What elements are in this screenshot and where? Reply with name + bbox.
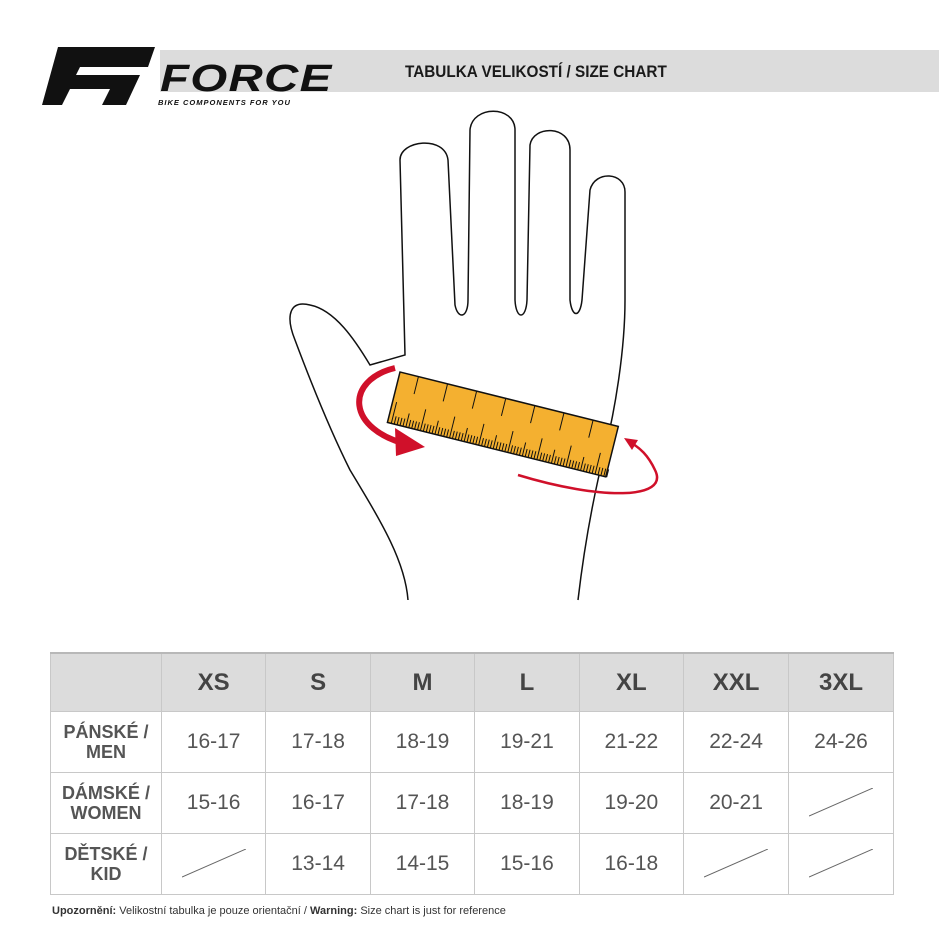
- size-value: 22-24: [683, 711, 790, 773]
- force-logo-icon: [42, 47, 155, 105]
- size-value: 21-22: [578, 711, 685, 773]
- not-available-cell: [788, 833, 894, 895]
- size-value: 15-16: [160, 772, 267, 834]
- wrap-arrow-right-icon: [517, 440, 659, 495]
- slash-icon: [809, 849, 874, 878]
- size-value: 17-18: [265, 711, 371, 773]
- warning-en: Size chart is just for reference: [357, 905, 506, 917]
- size-header-row: XS S M L XL XXL 3XL: [50, 652, 894, 712]
- size-header: S: [265, 652, 371, 712]
- not-available-cell: [788, 772, 894, 834]
- table-row: DÁMSKÉ / WOMEN 15-16 16-17 17-18 18-19 19-20 20…: [50, 772, 894, 834]
- not-available-cell: [160, 833, 267, 895]
- slash-icon: [704, 849, 769, 878]
- header-banner: [160, 50, 939, 92]
- hand-outline: [289, 110, 626, 601]
- table-row: PÁNSKÉ / MEN 16-17 17-18 18-19 19-21 21-22 22-2…: [50, 711, 894, 773]
- size-value: 18-19: [369, 711, 476, 773]
- size-value: 15-16: [474, 833, 580, 895]
- warning-en-label: Warning:: [310, 905, 358, 917]
- size-header: XXL: [683, 652, 790, 712]
- size-value: 19-21: [474, 711, 580, 773]
- brand-tagline: BIKE COMPONENTS FOR YOU: [158, 98, 291, 107]
- size-value: 14-15: [369, 833, 476, 895]
- warning-cz: Velikostní tabulka je pouze orientační /: [116, 905, 311, 917]
- size-value: 13-14: [265, 833, 371, 895]
- size-value: 17-18: [369, 772, 476, 834]
- row-label: DÁMSKÉ / WOMEN: [50, 772, 162, 834]
- brand-name: FORCE: [160, 58, 333, 100]
- size-header: XS: [160, 652, 267, 712]
- size-value: 20-21: [683, 772, 790, 834]
- size-value: 19-20: [578, 772, 685, 834]
- size-header: L: [474, 652, 580, 712]
- size-header: XL: [578, 652, 685, 712]
- wrap-arrow-left-icon: [356, 365, 411, 448]
- warning-cz-label: Upozornění:: [52, 905, 117, 917]
- not-available-cell: [683, 833, 790, 895]
- size-header: M: [369, 652, 476, 712]
- slash-icon: [181, 849, 246, 878]
- table-row: DĚTSKÉ / KID 13-14 14-15 15-16 16-18: [50, 833, 894, 895]
- size-header: 3XL: [788, 652, 894, 712]
- size-value: 16-18: [578, 833, 685, 895]
- row-label: PÁNSKÉ / MEN: [50, 711, 162, 773]
- size-table: XS S M L XL XXL 3XL PÁNSKÉ / MEN 16-17 17-1…: [50, 652, 894, 895]
- hand-measurement-illustration: [289, 110, 659, 601]
- footer-warning: Upozornění: Velikostní tabulka je pouze …: [52, 905, 506, 917]
- size-value: 16-17: [160, 711, 267, 773]
- size-value: 24-26: [788, 711, 894, 773]
- size-value: 18-19: [474, 772, 580, 834]
- size-value: 16-17: [265, 772, 371, 834]
- slash-icon: [809, 788, 874, 817]
- measuring-tape: [386, 371, 620, 478]
- page-title: TABULKA VELIKOSTÍ / SIZE CHART: [405, 62, 667, 81]
- row-label: DĚTSKÉ / KID: [50, 833, 162, 895]
